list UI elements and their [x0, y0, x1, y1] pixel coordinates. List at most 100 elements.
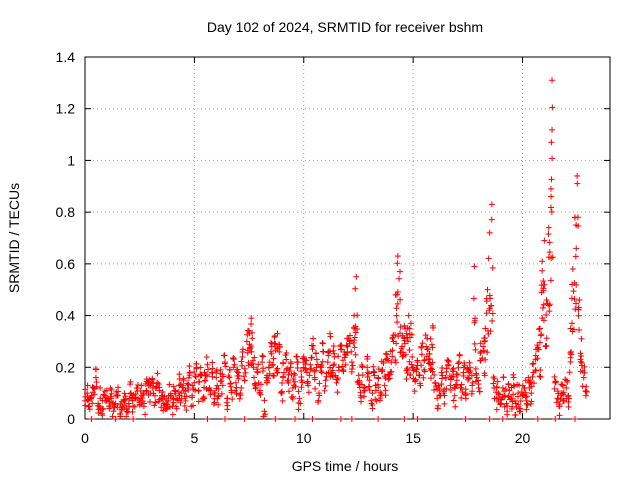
data-point [418, 362, 425, 369]
data-point [248, 321, 255, 328]
data-point [186, 363, 193, 370]
data-point [291, 370, 298, 377]
data-point [256, 389, 263, 396]
data-point [453, 377, 460, 384]
data-point [577, 350, 584, 357]
data-point [327, 364, 334, 371]
data-point [364, 364, 371, 371]
data-point [229, 396, 236, 403]
data-point [335, 364, 342, 371]
data-point [308, 365, 315, 372]
data-point [458, 381, 465, 388]
data-point-zero [462, 416, 469, 422]
data-point [514, 393, 521, 400]
data-point [532, 367, 539, 374]
data-point [370, 368, 377, 375]
data-point [542, 342, 549, 349]
data-point [202, 372, 209, 379]
data-point [342, 361, 349, 368]
data-point [227, 380, 234, 387]
data-point [319, 348, 326, 355]
data-point [224, 395, 231, 402]
data-point [501, 403, 508, 410]
data-point [249, 335, 256, 342]
data-point [573, 300, 580, 307]
data-point [268, 350, 275, 357]
data-point [410, 367, 417, 374]
data-point [349, 366, 356, 373]
data-point [143, 388, 150, 395]
data-point [349, 362, 356, 369]
data-point [217, 377, 224, 384]
data-point [425, 346, 432, 353]
data-point [299, 355, 306, 362]
axis-ticks: 0 0.2 0.4 0.6 0.8 1 1.2 1.4 0 5 10 15 20 [56, 49, 610, 446]
data-point [361, 387, 368, 394]
data-point [371, 372, 378, 379]
data-point [302, 366, 309, 373]
data-point [574, 180, 581, 187]
data-point [499, 384, 506, 391]
data-point [251, 381, 258, 388]
data-point [470, 295, 477, 302]
data-point [131, 403, 138, 410]
data-point [312, 385, 319, 392]
data-point [562, 376, 569, 383]
data-point [369, 402, 376, 409]
data-point [418, 351, 425, 358]
data-point [123, 408, 130, 415]
data-point [515, 401, 522, 408]
data-point [486, 292, 493, 299]
data-point [394, 300, 401, 307]
data-point [279, 379, 286, 386]
data-point [259, 352, 266, 359]
data-point [516, 408, 523, 415]
data-point [538, 331, 545, 338]
x-tick-label: 10 [296, 430, 312, 446]
data-point [331, 350, 338, 357]
data-point [460, 372, 467, 379]
data-point [122, 402, 129, 409]
data-point [178, 390, 185, 397]
data-point [471, 340, 478, 347]
data-point [348, 359, 355, 366]
data-point [574, 172, 581, 179]
data-point [365, 370, 372, 377]
data-point [421, 357, 428, 364]
data-point [239, 362, 246, 369]
data-point [352, 351, 359, 358]
data-point [450, 397, 457, 404]
y-tick-label: 0.4 [56, 308, 76, 324]
data-point [399, 353, 406, 360]
data-point-zero [88, 416, 95, 422]
data-point [129, 408, 136, 415]
data-point [450, 365, 457, 372]
data-point [505, 393, 512, 400]
data-point [527, 378, 534, 385]
data-point [335, 353, 342, 360]
data-point [234, 366, 241, 373]
data-point [552, 378, 559, 385]
data-point [292, 383, 299, 390]
data-point [528, 390, 535, 397]
data-point [541, 281, 548, 288]
data-point [534, 344, 541, 351]
data-point [547, 185, 554, 192]
data-point [427, 375, 434, 382]
data-point [481, 337, 488, 344]
data-point [236, 395, 243, 402]
data-point [406, 347, 413, 354]
data-point [547, 277, 554, 284]
data-point [305, 389, 312, 396]
data-point [568, 295, 575, 302]
data-point [484, 286, 491, 293]
data-point [382, 387, 389, 394]
data-point [546, 308, 553, 315]
data-point [182, 388, 189, 395]
data-point [358, 362, 365, 369]
data-point [414, 357, 421, 364]
data-point [581, 363, 588, 370]
y-tick-label: 1.4 [56, 49, 76, 65]
data-point [572, 253, 579, 260]
data-point [344, 349, 351, 356]
